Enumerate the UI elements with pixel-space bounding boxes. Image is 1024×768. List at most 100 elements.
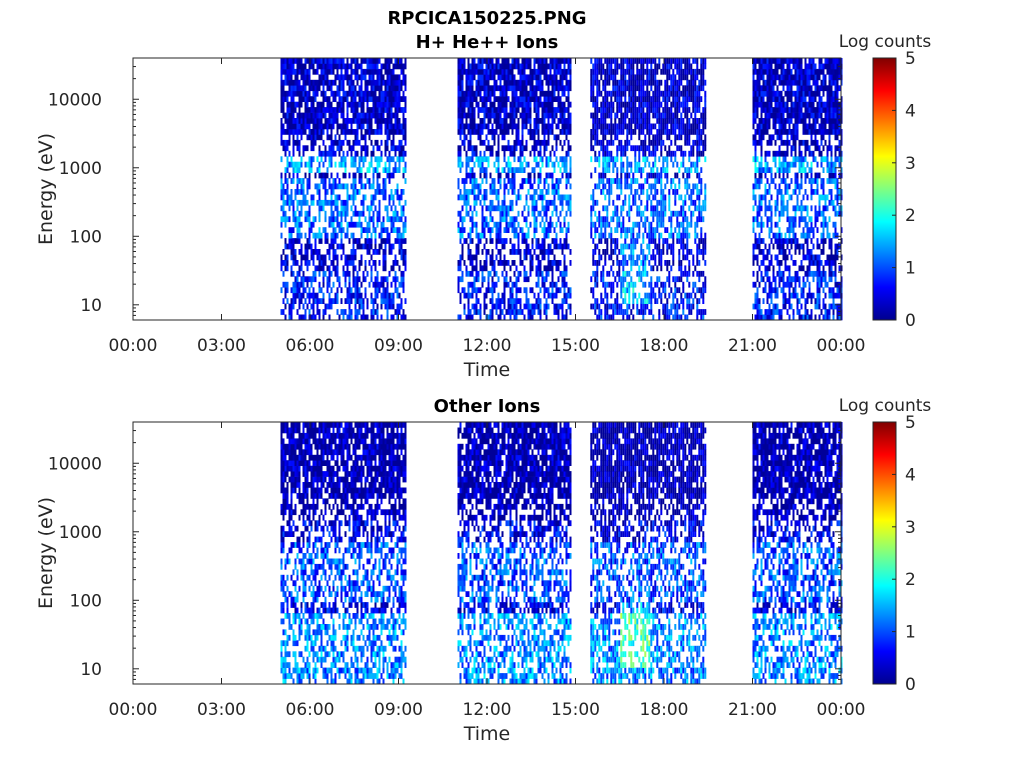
spectrogram-cell [515,90,518,97]
spectrogram-cell [666,298,669,304]
spectrogram-cell [666,79,669,86]
spectrogram-cell [477,161,480,168]
spectrogram-cell [632,145,635,152]
spectrogram-cell [610,90,613,97]
spectrogram-cell [545,189,548,195]
spectrogram-cell [610,232,613,239]
spectrogram-cell [400,68,403,75]
spectrogram-cell [539,309,542,315]
spectrogram-cell [469,74,472,81]
spectrogram-cell [511,178,514,184]
spectrogram-cell [642,58,645,64]
spectrogram-cell [491,205,494,212]
spectrogram-cell [322,58,325,64]
spectrogram-cell [374,156,377,163]
spectrogram-cell [463,216,466,223]
spectrogram-cell [594,221,597,228]
spectrogram-cell [286,161,289,168]
spectrogram-cell [364,260,367,266]
spectrogram-cell [388,68,391,75]
spectrogram-cell [400,107,403,113]
spectrogram-cell [366,178,369,184]
spectrogram-cell [376,118,379,124]
spectrogram-cell [304,194,307,201]
spectrogram-cell [608,232,611,239]
spectrogram-cell [610,178,613,184]
spectrogram-cell [286,265,289,272]
spectrogram-cell [356,243,359,250]
spectrogram-cell [533,221,536,228]
spectrogram-cell [678,238,681,244]
spectrogram-cell [674,281,677,288]
spectrogram-cell [390,96,393,102]
spectrogram-cell [537,123,540,130]
spectrogram-cell [640,276,643,283]
spectrogram-cell [646,232,649,239]
spectrogram-cell [384,205,387,212]
spectrogram-cell [557,68,560,75]
spectrogram-cell [308,309,311,315]
spectrogram-cell [503,167,506,173]
spectrogram-cell [473,265,476,272]
spectrogram-cell [328,270,331,277]
spectrogram-cell [340,145,343,152]
spectrogram-cell [358,178,361,184]
spectrogram-cell [565,161,568,168]
spectrogram-cell [392,298,395,304]
spectrogram-cell [491,63,494,70]
spectrogram-cell [290,243,293,250]
spectrogram-cell [640,309,643,315]
spectrogram-cell [326,107,329,113]
spectrogram-cell [296,227,299,233]
spectrogram-cell [324,238,327,244]
spectrogram-cell [316,107,319,113]
spectrogram-cell [648,249,651,255]
spectrogram-cell [590,194,593,201]
spectrogram-cell [463,101,466,108]
spectrogram-cell [523,123,526,130]
spectrogram-cell [463,227,466,233]
spectrogram-cell [312,270,315,277]
spectrogram-cell [314,68,317,75]
spectrogram-cell [310,101,313,108]
spectrogram-cell [551,172,554,179]
spectrogram-cell [362,118,365,124]
spectrogram-cell [290,123,293,130]
spectrogram-cell [392,194,395,201]
spectrogram-cell [523,287,526,294]
spectrogram-cell [316,303,319,310]
spectrogram-cell [650,265,653,272]
spectrogram-cell [352,238,355,244]
spectrogram-cell [594,63,597,70]
spectrogram-cell [340,85,343,92]
spectrogram-cell [457,112,460,119]
spectrogram-cell [350,314,353,321]
spectrogram-cell [596,260,599,266]
spectrogram-cell [294,216,297,223]
spectrogram-cell [292,260,295,266]
spectrogram-cell [620,178,623,184]
spectrogram-cell [485,74,488,81]
spectrogram-cell [402,227,405,233]
spectrogram-cell [286,123,289,130]
spectrogram-cell [350,68,353,75]
spectrogram-cell [388,63,391,70]
spectrogram-cell [322,63,325,70]
spectrogram-cell [519,139,522,146]
spectrogram-cell [525,276,528,283]
spectrogram-cell [555,139,558,146]
spectrogram-cell [360,74,363,81]
spectrogram-cell [664,90,667,97]
spectrogram-cell [296,139,299,146]
spectrogram-cell [350,254,353,261]
spectrogram-cell [664,227,667,233]
spectrogram-cell [489,90,492,97]
spectrogram-cell [338,161,341,168]
spectrogram-cell [342,63,345,70]
spectrogram-cell [286,90,289,97]
spectrogram-cell [531,210,534,217]
spectrogram-cell [612,139,615,146]
spectrogram-cell [646,123,649,130]
spectrogram-cell [368,183,371,190]
spectrogram-cell [515,303,518,310]
